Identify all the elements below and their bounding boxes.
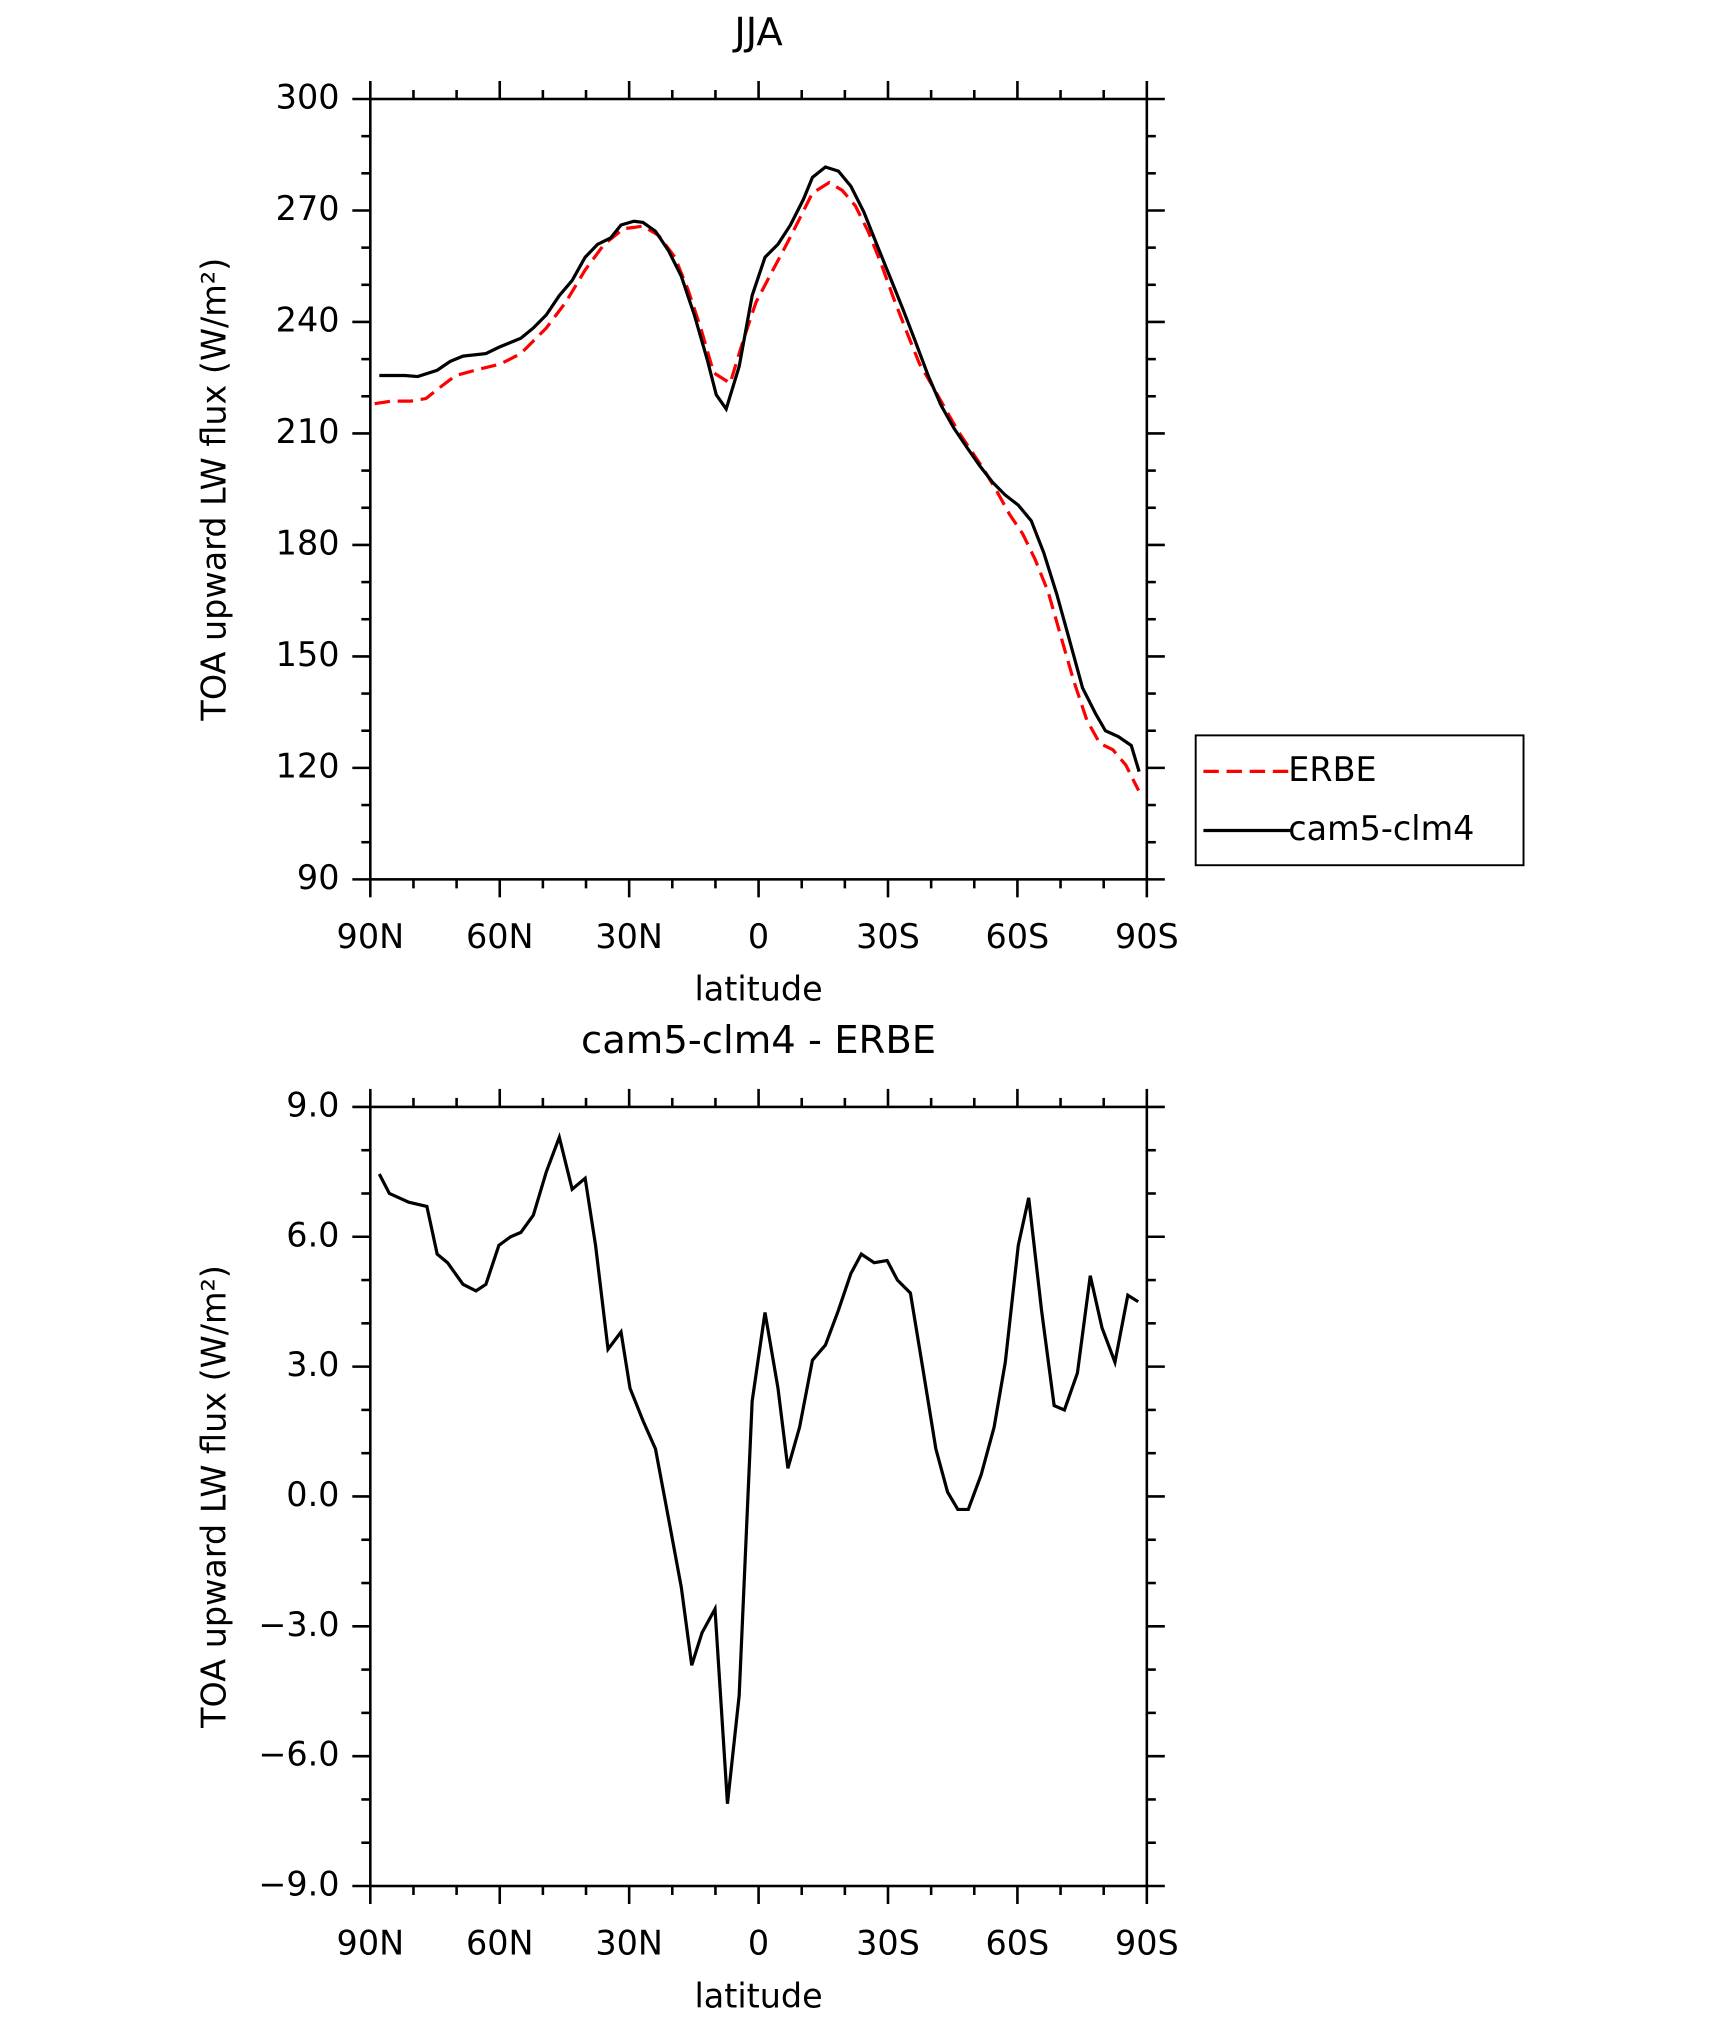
y-tick-label: 210 bbox=[276, 412, 340, 451]
x-tick-label: 0 bbox=[748, 917, 769, 956]
y-tick-label: 120 bbox=[276, 746, 340, 785]
y-tick-label: 0.0 bbox=[286, 1475, 339, 1514]
y-tick-label: −3.0 bbox=[258, 1605, 339, 1644]
y-tick-label: 150 bbox=[276, 635, 340, 674]
x-tick-label: 90S bbox=[1115, 1924, 1179, 1963]
x-tick-label: 60N bbox=[466, 917, 534, 956]
data-line bbox=[377, 1131, 1140, 1804]
x-tick-label: 90N bbox=[337, 917, 405, 956]
x-tick-label: 30N bbox=[595, 1924, 663, 1963]
y-tick-label: 240 bbox=[276, 300, 340, 339]
y-tick-label: 300 bbox=[276, 77, 340, 116]
chart-title: cam5-clm4 - ERBE bbox=[581, 1018, 936, 1063]
data-line bbox=[379, 165, 1141, 773]
x-tick-label: 30S bbox=[856, 1924, 920, 1963]
x-tick-label: 60N bbox=[466, 1924, 534, 1963]
legend-label: cam5-clm4 bbox=[1288, 809, 1474, 848]
legend-label: ERBE bbox=[1288, 750, 1376, 789]
x-tick-label: 30S bbox=[856, 917, 920, 956]
x-axis-label: latitude bbox=[694, 970, 822, 1009]
x-tick-label: 0 bbox=[748, 1924, 769, 1963]
y-axis-label: TOA upward LW flux (W/m²) bbox=[195, 258, 234, 722]
y-axis-label: TOA upward LW flux (W/m²) bbox=[195, 1265, 234, 1729]
x-axis-label: latitude bbox=[694, 1976, 822, 2015]
y-tick-label: 180 bbox=[276, 523, 340, 562]
y-tick-label: 3.0 bbox=[286, 1345, 339, 1384]
y-tick-label: 6.0 bbox=[286, 1215, 339, 1254]
data-line bbox=[374, 180, 1141, 792]
legend-box bbox=[1194, 734, 1525, 867]
y-tick-label: 9.0 bbox=[286, 1085, 339, 1124]
x-tick-label: 90S bbox=[1115, 917, 1179, 956]
plot-frame bbox=[369, 97, 1149, 881]
y-tick-label: 90 bbox=[297, 858, 340, 897]
y-tick-label: −6.0 bbox=[258, 1735, 339, 1774]
x-tick-label: 60S bbox=[986, 917, 1050, 956]
y-tick-label: 270 bbox=[276, 189, 340, 228]
chart-title: JJA bbox=[732, 10, 783, 55]
x-tick-label: 90N bbox=[337, 1924, 405, 1963]
x-tick-label: 60S bbox=[986, 1924, 1050, 1963]
x-tick-label: 30N bbox=[595, 917, 663, 956]
y-tick-label: −9.0 bbox=[258, 1865, 339, 1904]
